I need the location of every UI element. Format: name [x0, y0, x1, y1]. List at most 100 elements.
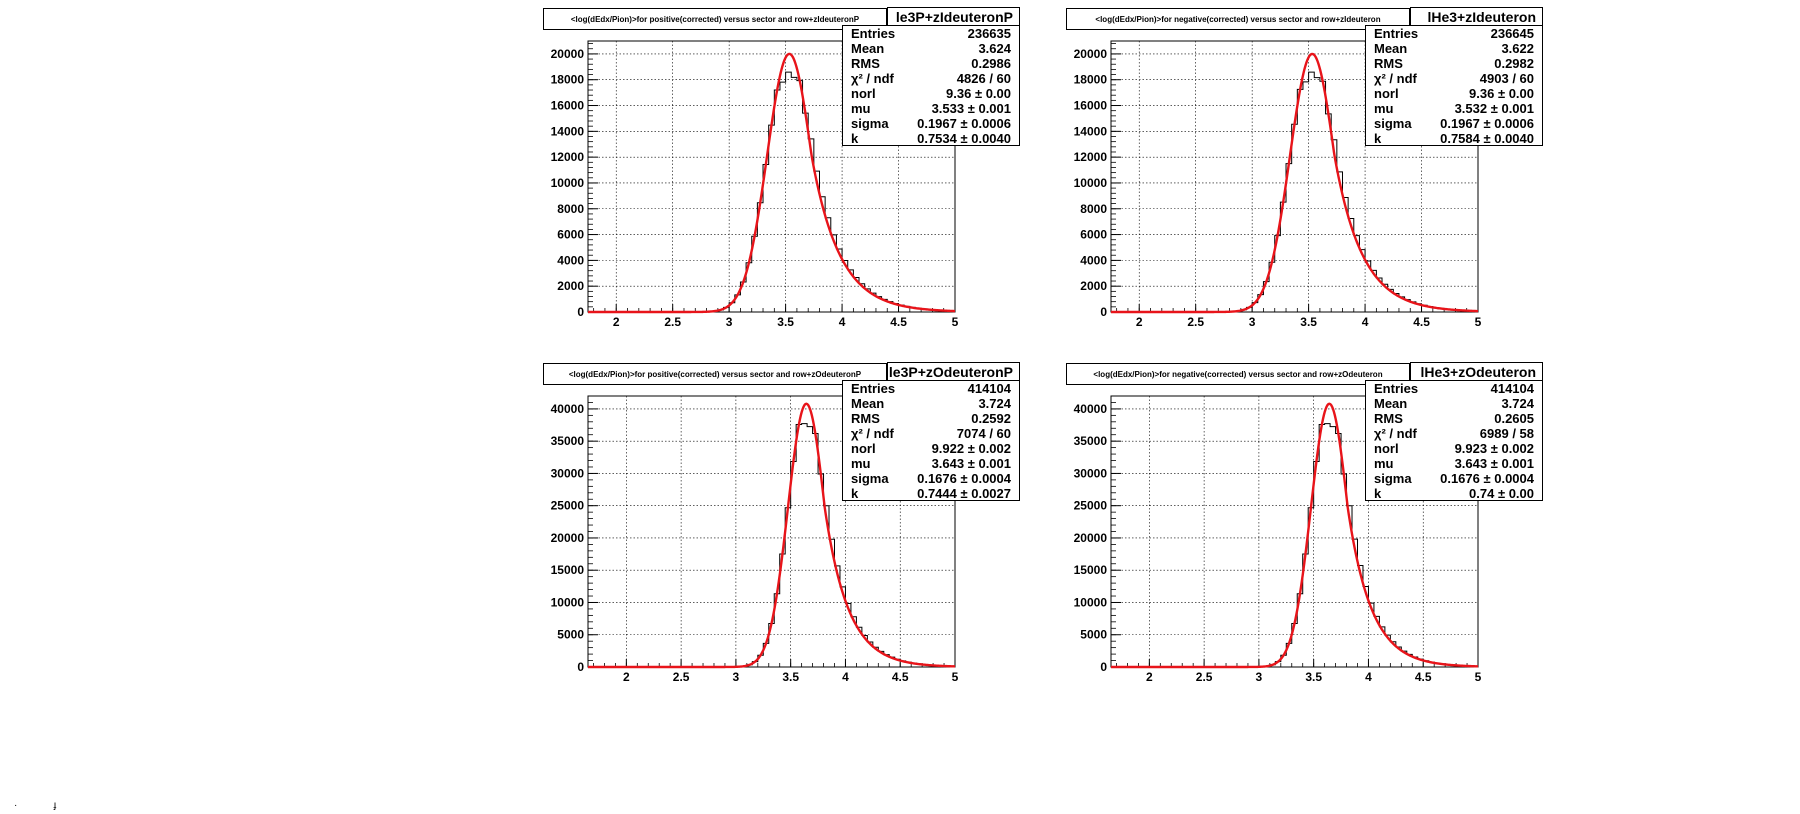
y-tick-label: 20000	[1074, 47, 1108, 61]
y-tick-label: 10000	[1074, 595, 1108, 609]
stats-value: 414104	[1490, 381, 1534, 396]
stats-row: norl 9.922 ± 0.002	[851, 440, 1011, 457]
stats-row: norl 9.36 ± 0.00	[1374, 85, 1534, 102]
x-tick-label: 2	[1146, 670, 1153, 684]
stats-row: Mean 3.624	[851, 40, 1011, 57]
x-tick-label: 4	[839, 315, 846, 329]
stats-label: Mean	[851, 41, 885, 56]
histogram-name: lHe3+zIdeuteron	[1410, 7, 1543, 27]
stats-row: Mean 3.724	[1374, 395, 1534, 412]
histogram-title: <log(dEdx/Pion)>for negative(corrected) …	[1066, 363, 1410, 385]
pad-bottom-left: 2 2.5 3 3.5 4 4.5 5 0 5000 10000 15000 20000 25000 30…	[540, 361, 1040, 701]
stats-label: χ² / ndf	[1374, 71, 1417, 86]
x-tick-label: 3	[1249, 315, 1256, 329]
stats-label: Entries	[1374, 26, 1419, 41]
stats-label: Mean	[1374, 396, 1408, 411]
fit-curve	[1111, 402, 1479, 669]
stats-label: RMS	[851, 411, 880, 426]
stats-label: mu	[1374, 456, 1394, 471]
x-tick-label: 4	[1365, 670, 1372, 684]
stats-value: 6989 / 58	[1479, 426, 1534, 441]
y-tick-label: 10000	[551, 595, 585, 609]
x-tick-label: 2	[623, 670, 630, 684]
y-tick-label: 0	[577, 305, 584, 319]
stats-value: 0.2592	[971, 411, 1011, 426]
y-tick-label: 30000	[551, 466, 585, 480]
y-tick-label: 4000	[557, 253, 584, 267]
stats-value: 7074 / 60	[956, 426, 1011, 441]
x-tick-label: 2	[613, 315, 620, 329]
stats-row: mu 3.532 ± 0.001	[1374, 100, 1534, 117]
y-tick-label: 35000	[1074, 434, 1108, 448]
x-tick-label: 2.5	[1187, 315, 1204, 329]
x-tick-label: 3.5	[1305, 670, 1322, 684]
stats-label: mu	[1374, 101, 1394, 116]
stats-label: χ² / ndf	[851, 71, 894, 86]
stats-label: k	[851, 131, 859, 146]
stats-value: 9.922 ± 0.002	[931, 441, 1011, 456]
y-tick-label: 15000	[551, 563, 585, 577]
histogram-name: lHe3+zOdeuteron	[1410, 362, 1543, 382]
pad-bottom-right: 2 2.5 3 3.5 4 4.5 5 0 5000 10000 15000 20000 25000 30…	[1063, 361, 1563, 701]
y-tick-label: 35000	[551, 434, 585, 448]
stats-value: 236645	[1490, 26, 1534, 41]
stats-value: 0.7444 ± 0.0027	[917, 486, 1011, 501]
x-tick-label: 5	[1475, 315, 1482, 329]
stats-value: 414104	[967, 381, 1011, 396]
stats-row: k 0.74 ± 0.00	[1374, 485, 1534, 502]
y-tick-label: 8000	[1080, 202, 1107, 216]
stats-row: Mean 3.622	[1374, 40, 1534, 57]
stats-label: RMS	[1374, 411, 1403, 426]
x-tick-label: 4.5	[892, 670, 909, 684]
stats-label: Entries	[851, 26, 896, 41]
stats-label: norl	[851, 441, 876, 456]
x-tick-label: 2.5	[664, 315, 681, 329]
y-tick-label: 5000	[557, 628, 584, 642]
stats-value: 4826 / 60	[956, 71, 1011, 86]
pad-top-left: 2 2.5 3 3.5 4 4.5 5 0 2000 4000 6000 8000 10000 12000…	[540, 6, 1040, 346]
stats-box: Entries 414104 Mean 3.724 RMS 0.2605 χ² / ndf 6…	[1365, 380, 1543, 501]
stats-row: Entries 236635	[851, 25, 1011, 42]
stats-value: 0.2605	[1494, 411, 1534, 426]
stats-label: sigma	[851, 116, 889, 131]
y-tick-label: 4000	[1080, 253, 1107, 267]
y-tick-label: 6000	[1080, 228, 1107, 242]
stats-value: 0.1676 ± 0.0004	[917, 471, 1011, 486]
y-tick-label: 10000	[551, 176, 585, 190]
stats-row: mu 3.643 ± 0.001	[1374, 455, 1534, 472]
y-tick-label: 20000	[551, 531, 585, 545]
stats-value: 3.533 ± 0.001	[931, 101, 1011, 116]
stats-row: χ² / ndf 4903 / 60	[1374, 70, 1534, 87]
stats-value: 9.923 ± 0.002	[1454, 441, 1534, 456]
stats-value: 3.624	[978, 41, 1011, 56]
x-tick-label: 4	[842, 670, 849, 684]
y-tick-label: 14000	[551, 124, 585, 138]
stats-label: Entries	[1374, 381, 1419, 396]
stats-label: norl	[1374, 441, 1399, 456]
stats-row: RMS 0.2605	[1374, 410, 1534, 427]
stats-label: χ² / ndf	[851, 426, 894, 441]
stats-row: Mean 3.724	[851, 395, 1011, 412]
stats-label: Mean	[1374, 41, 1408, 56]
x-tick-label: 5	[952, 315, 959, 329]
stats-value: 3.643 ± 0.001	[931, 456, 1011, 471]
stats-value: 3.643 ± 0.001	[1454, 456, 1534, 471]
y-tick-label: 0	[577, 660, 584, 674]
y-tick-label: 2000	[557, 279, 584, 293]
x-tick-label: 3.5	[782, 670, 799, 684]
stats-row: RMS 0.2986	[851, 55, 1011, 72]
stats-value: 9.36 ± 0.00	[946, 86, 1011, 101]
stats-label: Mean	[851, 396, 885, 411]
stats-box: Entries 236635 Mean 3.624 RMS 0.2986 χ² / ndf 4…	[842, 25, 1020, 146]
y-tick-label: 0	[1100, 660, 1107, 674]
stats-value: 3.622	[1501, 41, 1534, 56]
fit-curve	[588, 52, 956, 314]
stats-row: χ² / ndf 7074 / 60	[851, 425, 1011, 442]
stats-row: sigma 0.1967 ± 0.0006	[1374, 115, 1534, 132]
x-tick-label: 5	[1475, 670, 1482, 684]
x-tick-label: 3.5	[1300, 315, 1317, 329]
y-tick-label: 2000	[1080, 279, 1107, 293]
stats-label: sigma	[851, 471, 889, 486]
chart-svg: 2 2.5 3 3.5 4 4.5 5 0 5000 10000 15000 20000 25000 30…	[551, 395, 959, 684]
x-tick-label: 3.5	[777, 315, 794, 329]
